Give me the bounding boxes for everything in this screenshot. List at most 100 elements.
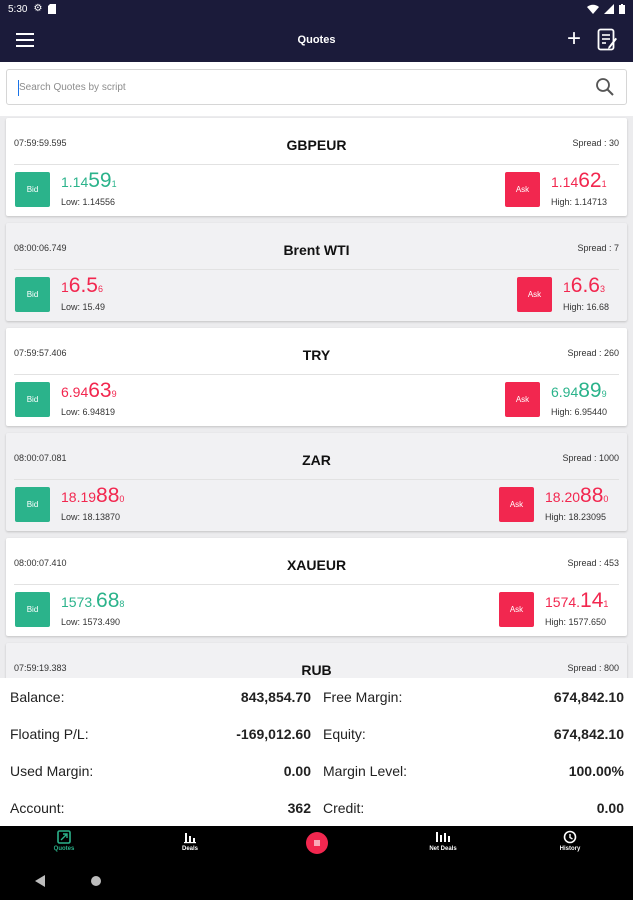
used-margin-label: Used Margin: <box>10 763 94 779</box>
bid-button[interactable]: Bid <box>15 172 50 207</box>
bid-price-suffix: 8 <box>119 599 125 609</box>
nav-net-deals[interactable]: Net Deals <box>413 830 473 852</box>
quote-card[interactable]: 08:00:06.749 Brent WTI Spread : 7 Bid 16… <box>6 223 627 321</box>
bid-button[interactable]: Bid <box>15 382 50 417</box>
bottom-nav: Quotes Deals Net Deals History <box>0 826 633 862</box>
bid-price-prefix: 1.14 <box>61 174 89 190</box>
divider <box>14 374 619 375</box>
bid-button[interactable]: Bid <box>15 592 50 627</box>
nav-deals-label: Deals <box>181 846 198 852</box>
low-value: Low: 15.49 <box>61 302 106 312</box>
quote-card[interactable]: 07:59:57.406 TRY Spread : 260 Bid 6.9463… <box>6 328 627 426</box>
ask-price: 6.94899 <box>551 380 607 405</box>
nav-quotes[interactable]: Quotes <box>34 830 94 852</box>
bid-price-suffix: 6 <box>98 284 104 294</box>
ask-price-suffix: 1 <box>601 179 607 189</box>
bid-button[interactable]: Bid <box>15 487 50 522</box>
nav-history-label: History <box>559 846 581 852</box>
bid-price-prefix: 1 <box>61 279 69 295</box>
ask-button[interactable]: Ask <box>499 487 534 522</box>
quote-time: 07:59:57.406 <box>14 348 67 358</box>
high-value: High: 18.23095 <box>545 512 607 522</box>
add-icon[interactable]: + <box>566 25 581 52</box>
high-value: High: 6.95440 <box>551 407 608 417</box>
equity-label: Equity: <box>323 726 366 742</box>
quote-time: 07:59:19.383 <box>14 663 67 673</box>
sd-card-icon <box>48 4 57 14</box>
quote-card[interactable]: 07:59:19.383 RUB Spread : 800 <box>6 643 627 678</box>
bid-price-suffix: 1 <box>111 179 117 189</box>
ask-price-prefix: 1 <box>563 279 571 295</box>
used-margin-value: 0.00 <box>283 763 311 779</box>
search-input[interactable] <box>7 70 594 104</box>
quote-symbol: ZAR <box>302 452 331 468</box>
ask-price-prefix: 18.20 <box>545 489 581 505</box>
free-margin-label: Free Margin: <box>323 689 403 705</box>
ask-price: 1.14621 <box>551 170 607 195</box>
bid-price-main: 68 <box>96 589 120 612</box>
quote-symbol: GBPEUR <box>286 137 347 153</box>
settings-icon: ⚙ <box>33 3 43 14</box>
ask-price-prefix: 1574. <box>545 594 581 610</box>
status-bar: 5:30 ⚙ <box>0 0 633 18</box>
quote-spread: Spread : 453 <box>567 558 619 568</box>
edit-document-icon[interactable] <box>597 28 619 52</box>
quote-symbol: RUB <box>301 662 332 678</box>
account-label: Account: <box>10 800 65 816</box>
quote-card[interactable]: 07:59:59.595 GBPEUR Spread : 30 Bid 1.14… <box>6 118 627 216</box>
search-icon[interactable] <box>594 76 616 98</box>
ask-button[interactable]: Ask <box>499 592 534 627</box>
ask-button[interactable]: Ask <box>505 172 540 207</box>
ask-price-suffix: 9 <box>601 389 607 399</box>
bid-price: 1573.688 <box>61 590 124 615</box>
divider <box>14 584 619 585</box>
margin-level-label: Margin Level: <box>323 763 408 779</box>
bid-price: 18.19880 <box>61 485 124 510</box>
summary-row: Balance: 843,854.70 Free Margin: 674,842… <box>0 678 633 715</box>
trade-center-button[interactable] <box>306 832 328 854</box>
divider <box>14 164 619 165</box>
free-margin-value: 674,842.10 <box>553 689 624 705</box>
bid-price: 16.56 <box>61 275 103 300</box>
trade-icon <box>314 840 320 846</box>
balance-label: Balance: <box>10 689 65 705</box>
ask-button[interactable]: Ask <box>517 277 552 312</box>
quote-symbol: Brent WTI <box>283 242 350 258</box>
bid-price-prefix: 6.94 <box>61 384 89 400</box>
bid-price-main: 59 <box>88 169 112 192</box>
back-icon[interactable] <box>35 875 47 887</box>
quote-card[interactable]: 08:00:07.081 ZAR Spread : 1000 Bid 18.19… <box>6 433 627 531</box>
app-bar: Quotes + <box>0 18 633 62</box>
history-icon <box>563 830 577 844</box>
quote-spread: Spread : 7 <box>577 243 619 253</box>
nav-quotes-label: Quotes <box>53 846 75 852</box>
bid-price-main: 6.5 <box>68 274 98 297</box>
bid-price: 1.14591 <box>61 170 117 195</box>
quotes-icon <box>57 830 71 844</box>
quote-time: 08:00:06.749 <box>14 243 67 253</box>
ask-price-prefix: 6.94 <box>551 384 579 400</box>
quote-spread: Spread : 1000 <box>562 453 619 463</box>
quote-card[interactable]: 08:00:07.410 XAUEUR Spread : 453 Bid 157… <box>6 538 627 636</box>
account-value: 362 <box>287 800 311 816</box>
floating-pl-value: -169,012.60 <box>236 726 311 742</box>
nav-history[interactable]: History <box>540 830 600 852</box>
quote-spread: Spread : 260 <box>567 348 619 358</box>
menu-icon[interactable] <box>16 31 34 49</box>
home-icon[interactable] <box>91 876 101 886</box>
nav-deals[interactable]: Deals <box>160 830 220 852</box>
summary-row: Floating P/L: -169,012.60 Equity: 674,84… <box>0 715 633 752</box>
ask-button[interactable]: Ask <box>505 382 540 417</box>
bid-price-prefix: 18.19 <box>61 489 97 505</box>
ask-price-main: 6.6 <box>570 274 600 297</box>
low-value: Low: 18.13870 <box>61 512 121 522</box>
account-summary: Balance: 843,854.70 Free Margin: 674,842… <box>0 678 633 826</box>
floating-pl-label: Floating P/L: <box>10 726 89 742</box>
low-value: Low: 1.14556 <box>61 197 116 207</box>
bid-button[interactable]: Bid <box>15 277 50 312</box>
nav-net-deals-label: Net Deals <box>429 846 457 852</box>
ask-price-suffix: 1 <box>603 599 609 609</box>
bid-price-suffix: 9 <box>111 389 117 399</box>
equity-value: 674,842.10 <box>553 726 624 742</box>
ask-price-main: 62 <box>578 169 602 192</box>
